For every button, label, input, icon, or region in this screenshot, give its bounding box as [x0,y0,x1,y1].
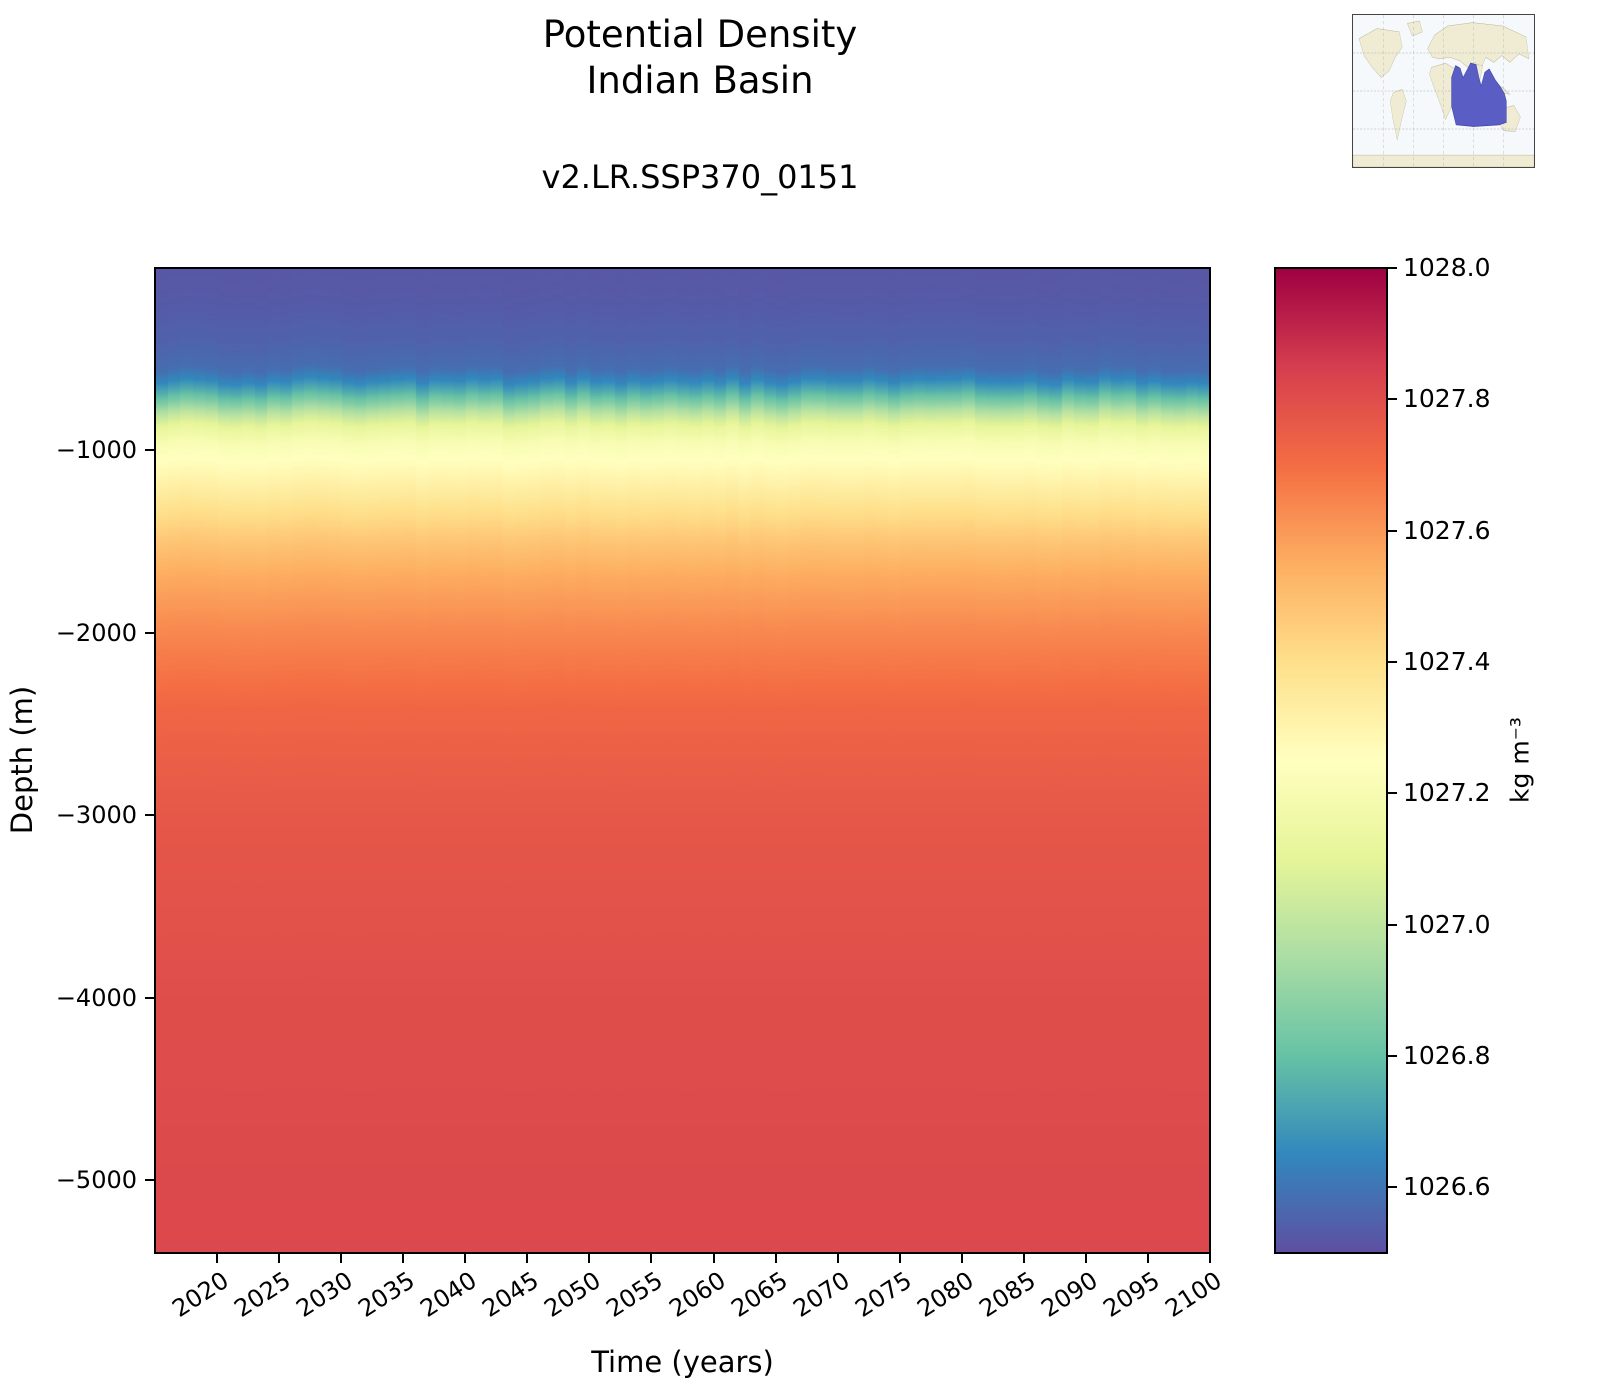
y-tick-mark [145,814,155,817]
indian-basin-locator-map [1352,14,1535,168]
y-tick-mark [145,449,155,452]
colorbar-tick-mark [1387,792,1397,795]
y-tick-mark [145,996,155,999]
chart-title-line2: Indian Basin [586,59,814,103]
x-tick-mark [464,1253,467,1263]
x-tick-mark [402,1253,405,1263]
colorbar-tick-mark [1387,529,1397,532]
colorbar-tick-label: 1028.0 [1403,253,1491,282]
colorbar-tick-mark [1387,1186,1397,1189]
y-tick-label: −5000 [55,1166,137,1195]
x-tick-mark [1022,1253,1025,1263]
potential-density-heatmap [154,267,1211,1254]
x-axis-label: Time (years) [591,1345,774,1379]
y-tick-mark [145,631,155,634]
x-tick-mark [526,1253,529,1263]
map-land [1353,20,1534,167]
colorbar-tick-mark [1387,923,1397,926]
y-tick-label: −1000 [55,436,137,465]
x-tick-mark [1146,1253,1149,1263]
x-tick-mark [836,1253,839,1263]
colorbar-unit-label: kg m⁻³ [1505,717,1535,803]
colorbar-tick-label: 1027.2 [1403,778,1491,808]
colorbar-tick-label: 1027.0 [1403,909,1491,939]
colorbar-tick-label: 1026.8 [1403,1041,1491,1070]
y-tick-label: −3000 [55,801,137,830]
colorbar-tick-label: 1027.4 [1403,647,1491,676]
y-axis-label: Depth (m) [5,685,39,835]
colorbar-tick-label: 1026.6 [1403,1172,1491,1202]
x-tick-mark [216,1253,219,1263]
x-tick-mark [588,1253,591,1263]
x-tick-mark [1084,1253,1087,1263]
x-tick-mark [898,1253,901,1263]
colorbar-tick-mark [1387,661,1397,663]
y-tick-label: −4000 [55,983,137,1012]
x-tick-mark [774,1253,777,1263]
chart-title-line1: Potential Density [542,13,858,56]
colorbar-tick-mark [1387,398,1397,401]
x-tick-mark [278,1253,281,1263]
x-tick-mark [650,1253,653,1263]
colorbar-tick-mark [1387,1055,1397,1057]
x-tick-mark [712,1253,715,1263]
map-gridlines [1353,15,1534,167]
chart-subtitle: v2.LR.SSP370_0151 [541,158,859,196]
colorbar-tick-label: 1027.6 [1403,515,1491,545]
colorbar-tick-label: 1027.8 [1403,384,1491,414]
x-tick-mark [960,1253,963,1263]
x-tick-mark [1209,1253,1211,1263]
y-tick-mark [145,1179,155,1182]
y-tick-label: −2000 [55,618,137,647]
indian-basin-highlight [1451,62,1507,127]
colorbar-tick-mark [1387,267,1397,269]
chart-title: Potential Density Indian Basin [0,12,1400,105]
colorbar [1274,267,1388,1254]
x-tick-mark [340,1253,343,1263]
